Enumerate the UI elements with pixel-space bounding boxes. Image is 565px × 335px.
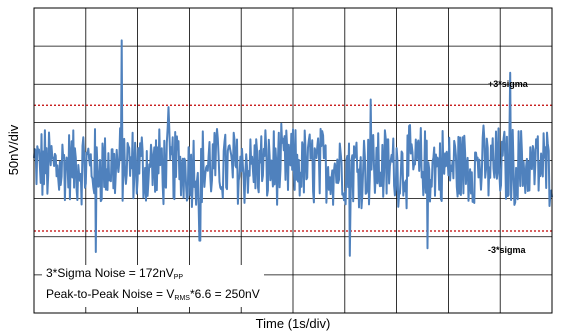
plot-frame bbox=[33, 7, 553, 314]
annotation-line-1: 3*Sigma Noise = 172nVPP bbox=[46, 265, 260, 286]
y-axis-label: 50nV/div bbox=[6, 124, 21, 176]
annotation-2-text: Peak-to-Peak Noise = V bbox=[46, 287, 175, 301]
noise-trace-series bbox=[33, 39, 553, 257]
annotation-1-text: 3*Sigma Noise = 172nV bbox=[46, 266, 174, 280]
noise-annotation-box: 3*Sigma Noise = 172nVPP Peak-to-Peak Noi… bbox=[42, 265, 264, 307]
annotation-1-sub: PP bbox=[173, 274, 184, 281]
annotation-2-suffix: *6.6 = 250nV bbox=[189, 287, 260, 301]
x-axis-label: Time (1s/div) bbox=[255, 316, 331, 331]
minus-3-sigma-label: -3*sigma bbox=[488, 245, 526, 255]
plus-3-sigma-label: +3*sigma bbox=[488, 79, 528, 89]
annotation-2-sub: RMS bbox=[174, 295, 190, 302]
annotation-line-2: Peak-to-Peak Noise = VRMS*6.6 = 250nV bbox=[46, 286, 260, 307]
